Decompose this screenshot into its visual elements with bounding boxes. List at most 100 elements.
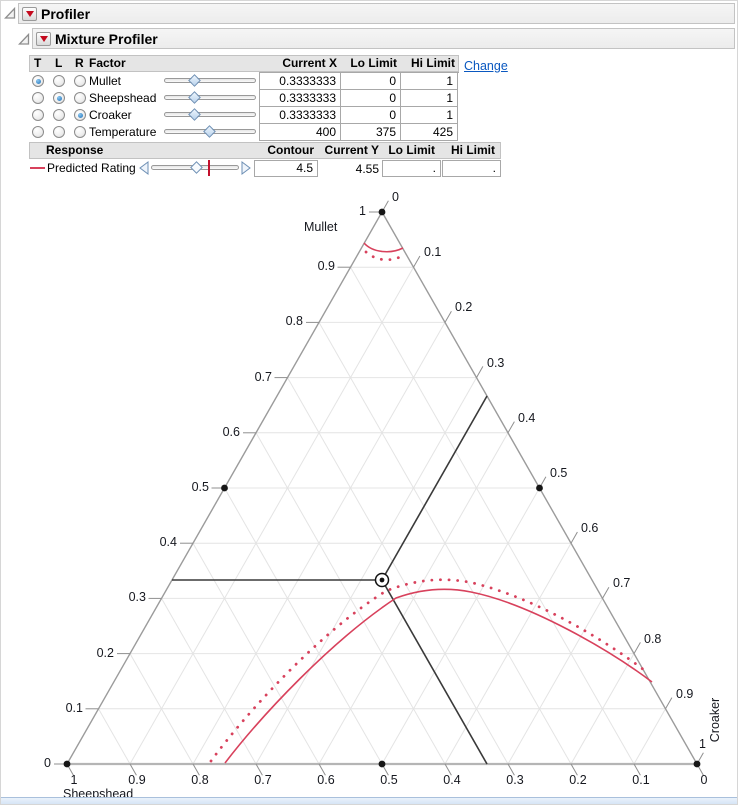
tick-label: 0.6 [222, 425, 240, 439]
mullet-slider-thumb[interactable] [188, 74, 201, 87]
col-t-header: T [34, 56, 42, 70]
sheepshead-slider-thumb[interactable] [188, 91, 201, 104]
lolimit-sheepshead[interactable]: 0 [341, 90, 401, 107]
hilimit-croaker[interactable]: 1 [401, 107, 458, 124]
col-r-header: R [75, 56, 84, 70]
response-slider-right-arrow[interactable] [240, 161, 252, 175]
tick-label: 0.3 [487, 356, 505, 370]
croaker-slider-track[interactable] [164, 112, 256, 117]
tick-label: 1 [70, 773, 78, 787]
mullet-slider-track[interactable] [164, 78, 256, 83]
croaker-axis-title: Croaker [708, 697, 722, 743]
current-point-marker[interactable] [374, 572, 390, 588]
croaker-slider-thumb[interactable] [188, 108, 201, 121]
hilimit-sheepshead[interactable]: 1 [401, 90, 458, 107]
radio-r-temperature[interactable] [74, 126, 86, 138]
tick-label: 0 [44, 756, 51, 770]
radio-r-sheepshead[interactable] [74, 92, 86, 104]
radio-r-croaker[interactable] [74, 109, 86, 121]
radio-l-sheepshead[interactable] [53, 92, 65, 104]
lolimit-croaker[interactable]: 0 [341, 107, 401, 124]
resp-hilimit-header: Hi Limit [451, 143, 495, 157]
tick-label: 0.9 [317, 259, 335, 273]
currenty-value: 4.55 [355, 162, 379, 176]
design-points [63, 208, 701, 768]
radio-t-mullet[interactable] [32, 75, 44, 87]
tick-label: 0.5 [380, 773, 398, 787]
radio-l-mullet[interactable] [53, 75, 65, 87]
tick-label: 0.7 [613, 576, 631, 590]
tick-label: 0.2 [455, 300, 473, 314]
factor-name: Mullet [89, 74, 122, 88]
tick-label: 0.5 [550, 466, 568, 480]
resp-lolimit-value[interactable]: . [382, 160, 441, 177]
col-hilimit-header: Hi Limit [411, 56, 455, 70]
tick-label: 1 [699, 737, 706, 751]
tick-label: 0.1 [65, 701, 83, 715]
grid-lines-croaker [129, 266, 666, 765]
tick-label: 0.1 [632, 773, 650, 787]
tick-label: 0.3 [506, 773, 524, 787]
col-lolimit-header: Lo Limit [350, 56, 397, 70]
radio-t-croaker[interactable] [32, 109, 44, 121]
current-point-crosshairs[interactable] [172, 395, 488, 765]
change-link[interactable]: Change [464, 59, 508, 73]
response-table-header [29, 142, 501, 159]
radio-t-temperature[interactable] [32, 126, 44, 138]
tick-label: 0.8 [285, 314, 303, 328]
response-name: Predicted Rating [47, 161, 136, 175]
tick-label: 0.7 [254, 773, 272, 787]
contour-dotted [209, 250, 646, 763]
response-slider-thumb[interactable] [190, 161, 203, 174]
currentx-mullet[interactable]: 0.3333333 [260, 73, 341, 90]
red-triangle-menu-icon[interactable] [36, 31, 51, 46]
tick-label: 0.3 [128, 590, 146, 604]
tick-label: 0.8 [191, 773, 209, 787]
tick-label: 0.9 [676, 687, 694, 701]
ternary-plot[interactable] [1, 187, 738, 795]
tick-label: 0 [700, 773, 708, 787]
response-color-swatch [30, 167, 45, 169]
mullet-axis-title: Mullet [304, 220, 338, 234]
tick-label: 0.2 [569, 773, 587, 787]
lolimit-mullet[interactable]: 0 [341, 73, 401, 90]
radio-l-temperature[interactable] [53, 126, 65, 138]
tick-label: 0.9 [128, 773, 146, 787]
tick-label: 0 [392, 190, 399, 204]
profiler-header-bar[interactable]: Profiler [18, 3, 735, 24]
currentx-sheepshead[interactable]: 0.3333333 [260, 90, 341, 107]
hilimit-mullet[interactable]: 1 [401, 73, 458, 90]
lolimit-temperature[interactable]: 375 [341, 124, 401, 141]
tick-label: 0.5 [191, 480, 209, 494]
tick-label: 0.6 [317, 773, 335, 787]
disclosure-open-icon[interactable] [4, 7, 17, 20]
factor-name: Temperature [89, 125, 157, 139]
radio-t-sheepshead[interactable] [32, 92, 44, 104]
radio-r-mullet[interactable] [74, 75, 86, 87]
hilimit-temperature[interactable]: 425 [401, 124, 458, 141]
factor-name: Sheepshead [89, 91, 157, 105]
contour-solid [224, 242, 653, 764]
contour-value[interactable]: 4.5 [254, 160, 318, 177]
radio-l-croaker[interactable] [53, 109, 65, 121]
mixture-profiler-header-bar[interactable]: Mixture Profiler [32, 28, 735, 49]
sheepshead-slider-track[interactable] [164, 95, 256, 100]
col-factor-header: Factor [89, 56, 126, 70]
response-header: Response [46, 143, 104, 157]
factor-table-header [29, 55, 459, 72]
resp-hilimit-value[interactable]: . [442, 160, 501, 177]
currentx-croaker[interactable]: 0.3333333 [260, 107, 341, 124]
tick-label: 0.4 [443, 773, 461, 787]
tick-label: 0.4 [159, 535, 177, 549]
window-bottom-edge [1, 797, 737, 804]
profiler-title: Profiler [41, 5, 91, 22]
resp-lolimit-header: Lo Limit [388, 143, 435, 157]
red-triangle-menu-icon[interactable] [22, 6, 37, 21]
disclosure-open-icon[interactable] [18, 33, 31, 46]
currentx-temperature[interactable]: 400 [260, 124, 341, 141]
temperature-slider-thumb[interactable] [203, 125, 216, 138]
tick-label: 0.7 [254, 370, 272, 384]
col-currentx-header: Current X [282, 56, 337, 70]
response-slider-left-arrow[interactable] [138, 161, 150, 175]
